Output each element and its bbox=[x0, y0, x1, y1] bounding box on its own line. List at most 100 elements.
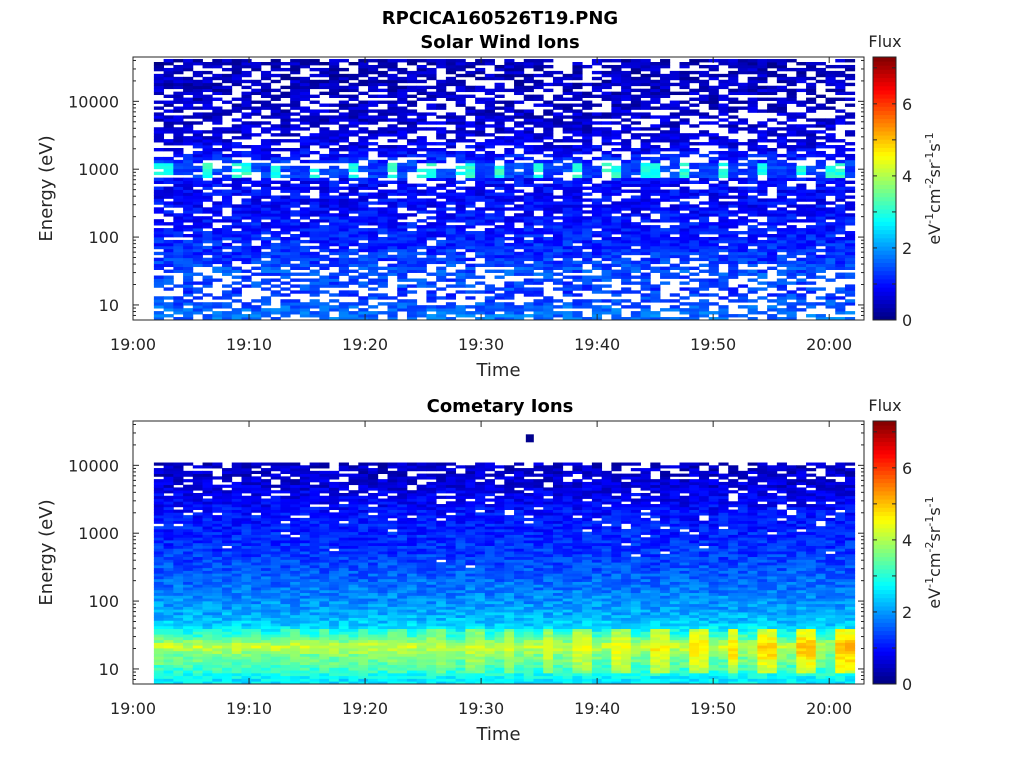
heatmap-cell bbox=[231, 62, 242, 66]
heatmap-cell bbox=[582, 150, 593, 155]
heatmap-cell bbox=[621, 171, 632, 176]
heatmap-cell bbox=[251, 272, 262, 276]
heatmap-cell bbox=[572, 165, 583, 170]
heatmap-cell bbox=[290, 311, 301, 315]
heatmap-cell bbox=[543, 228, 554, 232]
heatmap-cell bbox=[825, 168, 836, 173]
heatmap-cell bbox=[562, 97, 573, 101]
heatmap-cell bbox=[621, 213, 632, 217]
heatmap-cell bbox=[338, 225, 349, 229]
heatmap-cell bbox=[173, 150, 184, 155]
heatmap-cell bbox=[650, 254, 661, 259]
heatmap-cell bbox=[270, 115, 281, 119]
heatmap-cell bbox=[621, 269, 632, 273]
heatmap-cell bbox=[309, 311, 320, 315]
heatmap-cell bbox=[611, 180, 622, 184]
heatmap-cell bbox=[484, 145, 495, 149]
heatmap-cell bbox=[222, 234, 233, 238]
heatmap-cell bbox=[222, 67, 233, 72]
heatmap-cell bbox=[514, 79, 525, 84]
heatmap-cell bbox=[737, 100, 749, 104]
heatmap-cell bbox=[358, 64, 369, 69]
heatmap-cell bbox=[280, 216, 291, 220]
heatmap-cell bbox=[844, 97, 856, 101]
heatmap-cell bbox=[601, 115, 612, 119]
heatmap-cell bbox=[163, 296, 174, 300]
heatmap-cell bbox=[601, 239, 612, 244]
heatmap-cell bbox=[445, 305, 457, 309]
heatmap-cell bbox=[358, 299, 369, 303]
heatmap-cell bbox=[776, 263, 787, 268]
heatmap-cell bbox=[786, 177, 797, 182]
heatmap-cell bbox=[786, 94, 797, 98]
heatmap-cell bbox=[153, 512, 165, 516]
heatmap-cell bbox=[728, 70, 739, 75]
heatmap-cell bbox=[163, 567, 174, 571]
heatmap-cell bbox=[825, 156, 836, 161]
heatmap-cell bbox=[465, 73, 476, 78]
heatmap-cell bbox=[825, 248, 836, 253]
heatmap-cell bbox=[455, 251, 466, 256]
heatmap-cell bbox=[562, 290, 573, 294]
heatmap-cell bbox=[173, 492, 184, 497]
heatmap-cell bbox=[494, 248, 505, 253]
heatmap-cell bbox=[222, 142, 233, 146]
heatmap-cell bbox=[621, 148, 632, 152]
heatmap-cell bbox=[436, 239, 447, 244]
heatmap-cell bbox=[650, 171, 661, 176]
heatmap-cell bbox=[377, 115, 388, 119]
heatmap-cell bbox=[669, 204, 680, 208]
heatmap-cell bbox=[767, 127, 778, 131]
heatmap-cell bbox=[689, 103, 700, 107]
heatmap-cell bbox=[397, 263, 408, 268]
heatmap-cell bbox=[601, 272, 612, 276]
heatmap-cell bbox=[319, 236, 330, 241]
heatmap-cell bbox=[329, 308, 340, 312]
heatmap-cell bbox=[679, 311, 690, 315]
heatmap-cell bbox=[757, 242, 768, 247]
heatmap-cell bbox=[601, 204, 612, 208]
heatmap-cell bbox=[689, 210, 700, 214]
heatmap-cell bbox=[767, 70, 778, 75]
heatmap-cell bbox=[173, 595, 184, 599]
heatmap-cell bbox=[173, 564, 184, 569]
heatmap-cell bbox=[757, 275, 768, 279]
heatmap-cell bbox=[475, 124, 486, 128]
heatmap-cell bbox=[183, 198, 194, 202]
heatmap-cell bbox=[514, 180, 525, 184]
heatmap-cell bbox=[329, 165, 340, 170]
heatmap-cell bbox=[543, 210, 554, 214]
colorbar-segment bbox=[873, 287, 896, 292]
heatmap-cell bbox=[397, 257, 408, 262]
heatmap-cell bbox=[796, 70, 807, 75]
heatmap-cell bbox=[484, 88, 495, 93]
heatmap-cell bbox=[173, 260, 184, 265]
heatmap-cell bbox=[436, 82, 447, 87]
heatmap-cell bbox=[202, 278, 213, 282]
heatmap-cell bbox=[153, 251, 165, 256]
heatmap-cell bbox=[251, 88, 262, 93]
heatmap-cell bbox=[523, 195, 534, 199]
heatmap-cell bbox=[299, 136, 311, 140]
heatmap-cell bbox=[844, 142, 856, 146]
heatmap-cell bbox=[591, 216, 603, 220]
heatmap-cell bbox=[591, 88, 603, 93]
heatmap-cell bbox=[280, 156, 291, 161]
heatmap-cell bbox=[533, 150, 544, 155]
heatmap-cell bbox=[552, 171, 564, 176]
heatmap-cell bbox=[621, 225, 632, 229]
heatmap-cell bbox=[786, 216, 797, 220]
heatmap-cell bbox=[309, 263, 320, 268]
heatmap-cell bbox=[231, 245, 242, 250]
heatmap-cell bbox=[611, 76, 622, 81]
heatmap-cell bbox=[387, 124, 398, 128]
heatmap-cell bbox=[815, 94, 826, 98]
heatmap-cell bbox=[728, 248, 739, 253]
heatmap-cell bbox=[329, 73, 340, 78]
heatmap-cell bbox=[718, 85, 729, 90]
heatmap-cell bbox=[504, 263, 515, 268]
heatmap-cell bbox=[737, 186, 749, 190]
colorbar-segment bbox=[873, 130, 896, 136]
heatmap-cell bbox=[455, 165, 466, 170]
heatmap-cell bbox=[445, 311, 457, 315]
